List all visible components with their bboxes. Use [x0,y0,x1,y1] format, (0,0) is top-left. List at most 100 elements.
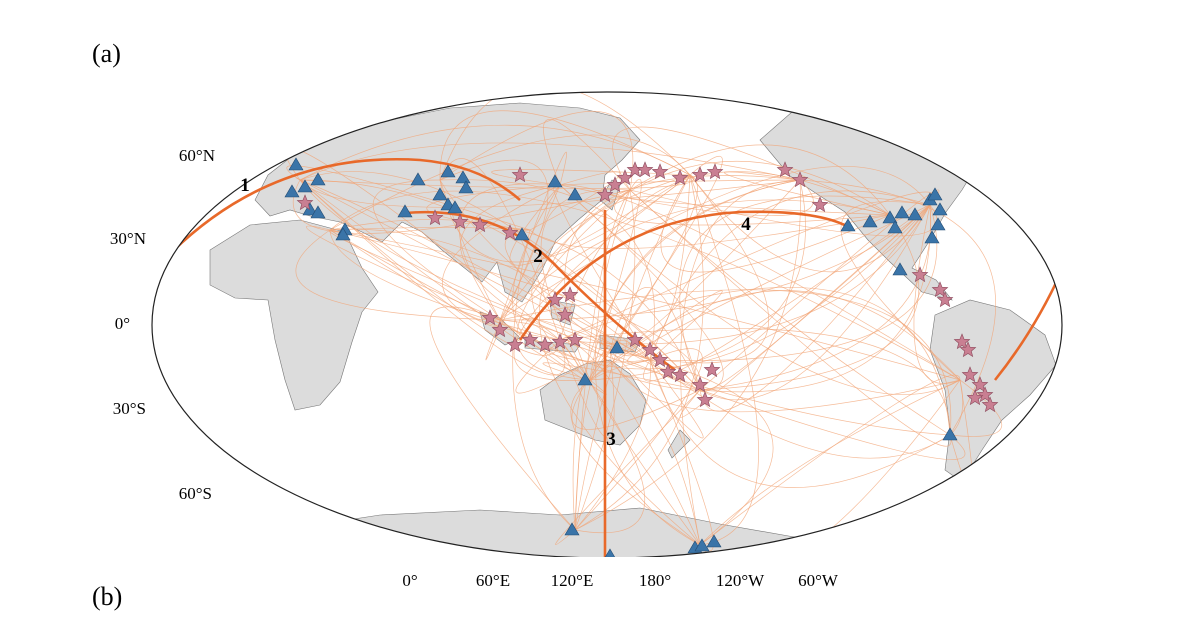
raypath [595,189,701,546]
station [887,220,903,234]
event [691,166,709,183]
event [566,331,584,348]
raypath [949,379,1003,437]
station [609,340,625,354]
station [694,538,710,552]
raypath [292,179,631,234]
event [791,171,809,188]
station [288,157,304,171]
event [546,291,564,308]
raypath [574,340,651,531]
raypath [616,189,891,216]
station [335,227,351,241]
raypath [542,362,701,391]
station [514,227,530,241]
station [547,174,563,188]
raypath [589,178,642,381]
africa [209,219,379,411]
lat-label: 60°N [179,146,215,165]
event [239,475,257,492]
raypath [540,189,701,546]
stations [239,100,999,558]
path-label: 3 [606,429,616,450]
station [862,214,878,228]
event [641,341,659,358]
raypath [299,179,651,361]
raypath [516,189,631,381]
crop [140,70,1080,90]
station [932,202,948,216]
raypath [329,229,702,391]
raypath [589,179,806,381]
map-border [151,91,1063,559]
event [511,166,529,183]
raypath [574,348,703,531]
station [894,205,910,219]
station [284,184,300,198]
event [703,361,721,378]
path-label: 2 [533,246,543,267]
raypath [609,287,701,391]
lat-label: 60°S [179,484,212,503]
event [501,224,519,241]
raypath [499,319,701,546]
event [696,391,714,408]
event [776,161,794,178]
raypath [572,179,801,531]
station [455,170,471,184]
raypath [840,201,961,381]
raypath [626,204,931,364]
raypath [699,204,931,393]
station [393,100,409,114]
raypath [699,204,932,391]
raypath [529,214,891,249]
station [297,179,313,193]
crop [140,557,1080,577]
event [659,363,677,380]
panel-label: (b) [92,582,122,611]
event [671,169,689,186]
raypath [699,379,961,546]
raypath [299,179,561,356]
raypath [680,179,801,546]
event [491,321,509,338]
station [447,200,463,214]
raypath [299,179,701,391]
event [961,366,979,383]
lon-label: 120°E [551,571,594,590]
raypath [329,229,701,391]
raypath [559,184,724,391]
lat-label: 30°S [113,399,146,418]
lon-label: 0° [402,571,417,590]
event [671,366,689,383]
raypath [609,156,723,351]
raypath [543,119,631,191]
raypath [513,174,691,381]
event [953,333,971,350]
raypath [295,229,501,321]
raypath [649,359,774,546]
event [296,194,314,211]
path-label: 4 [741,214,751,235]
raypath [699,389,966,460]
raypath [559,179,814,217]
raypath [689,174,931,273]
event [976,386,994,403]
raypath [643,204,931,382]
raypath [629,144,891,216]
station [942,427,958,441]
lat-label: 0° [115,314,130,333]
raypath [499,151,567,321]
raypath [574,174,704,531]
raypath [699,374,961,546]
event [561,286,579,303]
raypath [570,359,701,546]
event [706,163,724,180]
event [691,376,709,393]
raypath [799,179,997,436]
station [310,205,326,219]
event [811,196,829,213]
event [936,291,954,308]
station [892,262,908,276]
